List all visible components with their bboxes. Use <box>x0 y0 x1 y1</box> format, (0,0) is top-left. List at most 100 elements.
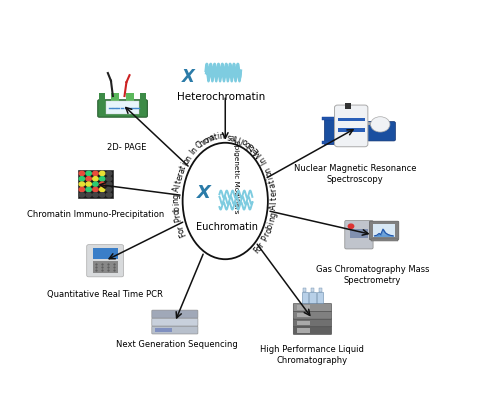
Text: A: A <box>172 185 182 192</box>
Text: i: i <box>266 221 276 226</box>
Circle shape <box>79 187 84 192</box>
Text: 2D- PAGE: 2D- PAGE <box>107 143 146 152</box>
Text: n: n <box>218 131 224 141</box>
Circle shape <box>100 182 105 186</box>
Circle shape <box>100 193 105 197</box>
Bar <box>322 117 338 120</box>
Circle shape <box>100 187 105 192</box>
Circle shape <box>86 187 92 192</box>
Circle shape <box>106 187 112 192</box>
Circle shape <box>79 193 84 197</box>
FancyBboxPatch shape <box>152 326 198 334</box>
Bar <box>338 118 365 121</box>
Bar <box>106 101 139 114</box>
Bar <box>297 305 310 310</box>
FancyBboxPatch shape <box>334 105 368 147</box>
Bar <box>78 170 113 198</box>
Bar <box>154 328 172 332</box>
Circle shape <box>106 177 112 181</box>
Text: o: o <box>172 209 182 215</box>
Text: t: t <box>212 133 218 142</box>
Text: a: a <box>246 140 256 150</box>
Text: F: F <box>178 230 188 238</box>
FancyBboxPatch shape <box>152 310 198 318</box>
Text: X: X <box>182 68 195 86</box>
Text: n: n <box>190 145 200 155</box>
Text: o: o <box>264 170 274 177</box>
Circle shape <box>370 117 390 132</box>
FancyBboxPatch shape <box>86 245 124 277</box>
Text: o: o <box>264 227 274 235</box>
Bar <box>302 292 308 302</box>
Bar <box>324 118 336 144</box>
Circle shape <box>79 182 84 186</box>
Text: t: t <box>268 179 276 184</box>
Circle shape <box>100 177 105 181</box>
Text: e: e <box>230 132 236 141</box>
Text: l: l <box>270 201 279 204</box>
Text: a: a <box>268 182 278 189</box>
Text: a: a <box>208 133 216 143</box>
Text: t: t <box>249 143 258 152</box>
Bar <box>111 94 118 101</box>
Text: r: r <box>200 137 208 147</box>
FancyBboxPatch shape <box>294 304 332 312</box>
FancyBboxPatch shape <box>345 220 373 249</box>
Text: e: e <box>251 145 261 155</box>
FancyBboxPatch shape <box>98 100 148 117</box>
Text: o: o <box>202 135 211 146</box>
Bar <box>373 224 396 237</box>
Text: i: i <box>216 132 220 141</box>
Text: h: h <box>197 139 206 149</box>
Bar <box>317 292 324 302</box>
Text: i: i <box>266 175 276 179</box>
Text: Heterochromatin: Heterochromatin <box>177 92 266 102</box>
Circle shape <box>79 171 84 176</box>
Text: b: b <box>243 138 252 148</box>
Text: r: r <box>176 171 186 178</box>
Text: Next Generation Sequencing: Next Generation Sequencing <box>116 340 238 349</box>
Text: t: t <box>233 133 238 142</box>
Circle shape <box>106 171 112 176</box>
Bar <box>303 288 306 292</box>
Bar <box>318 288 322 292</box>
FancyBboxPatch shape <box>294 326 332 334</box>
Text: I: I <box>260 159 270 166</box>
Bar <box>338 129 365 132</box>
FancyBboxPatch shape <box>370 221 399 240</box>
Text: l: l <box>239 135 245 144</box>
Circle shape <box>92 193 98 197</box>
Text: t: t <box>270 197 279 200</box>
Text: High Performance Liquid
Chromatography: High Performance Liquid Chromatography <box>260 345 364 365</box>
Text: i: i <box>180 161 190 167</box>
FancyBboxPatch shape <box>367 122 396 141</box>
Text: Nuclear Magnetic Resonance
Spectroscopy: Nuclear Magnetic Resonance Spectroscopy <box>294 164 416 184</box>
Text: Chromatin Immuno-Precipitation: Chromatin Immuno-Precipitation <box>27 210 164 219</box>
Circle shape <box>348 224 354 228</box>
Text: r: r <box>176 224 185 230</box>
Text: F: F <box>252 246 262 256</box>
Text: e: e <box>174 174 184 181</box>
Text: b: b <box>172 205 181 211</box>
Bar <box>322 141 338 144</box>
Text: o: o <box>182 157 192 166</box>
Circle shape <box>92 182 98 186</box>
Text: n: n <box>263 166 274 174</box>
Text: Quantitative Real Time PCR: Quantitative Real Time PCR <box>47 290 163 299</box>
Text: r: r <box>256 241 266 249</box>
Text: C: C <box>194 140 204 151</box>
Text: o: o <box>176 226 186 234</box>
Bar <box>350 229 368 238</box>
Text: g: g <box>172 194 181 199</box>
Text: X: X <box>197 184 211 202</box>
Text: r: r <box>262 231 272 238</box>
Text: M: M <box>252 147 264 158</box>
Bar <box>370 239 398 241</box>
Bar <box>297 321 310 325</box>
Circle shape <box>92 187 98 192</box>
Circle shape <box>106 182 112 186</box>
Text: P: P <box>174 216 183 223</box>
Text: Epigenetic Modifiers: Epigenetic Modifiers <box>233 140 239 213</box>
Text: Gas Chromatography Mass
Spectrometry: Gas Chromatography Mass Spectrometry <box>316 265 429 285</box>
Bar <box>297 313 310 317</box>
